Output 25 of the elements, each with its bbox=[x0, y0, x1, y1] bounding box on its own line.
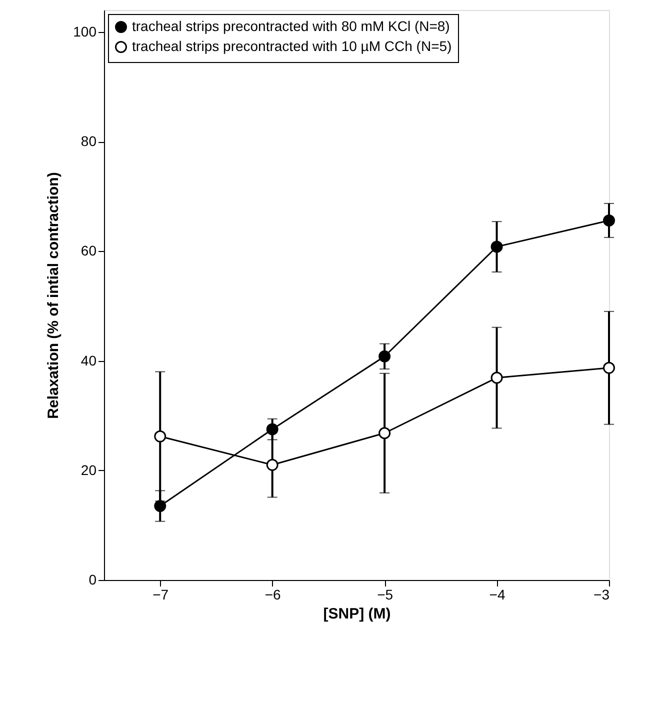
point bbox=[154, 430, 166, 442]
point bbox=[378, 350, 391, 362]
x-tick-label: −4 bbox=[489, 586, 506, 602]
point bbox=[266, 423, 278, 436]
y-tick-label: 20 bbox=[80, 462, 97, 478]
y-tick-label: 60 bbox=[80, 242, 97, 259]
point bbox=[490, 240, 503, 253]
x-tick-label: −5 bbox=[377, 586, 394, 602]
y-axis-title: Relaxation (% of intial contraction) bbox=[45, 172, 62, 419]
point bbox=[490, 372, 503, 384]
legend-label: tracheal strips precontracted with 10 µM CCh (N=5) bbox=[132, 38, 452, 54]
point bbox=[378, 427, 391, 440]
point bbox=[603, 214, 615, 226]
point bbox=[266, 458, 278, 471]
x-tick-label: −6 bbox=[264, 586, 282, 602]
y-tick-label: 40 bbox=[80, 352, 97, 368]
point bbox=[154, 500, 166, 512]
y-tick-label: 100 bbox=[73, 23, 97, 40]
legend-label: tracheal strips precontracted with 80 mM KCl (N=8) bbox=[132, 18, 450, 34]
x-tick-label: −7 bbox=[152, 586, 169, 602]
point bbox=[603, 362, 615, 374]
y-tick-label: 80 bbox=[80, 133, 97, 150]
x-axis-title: [SNP] (M) bbox=[323, 606, 391, 622]
y-tick-label: 0 bbox=[88, 572, 97, 588]
x-tick-label: −3 bbox=[594, 586, 610, 602]
